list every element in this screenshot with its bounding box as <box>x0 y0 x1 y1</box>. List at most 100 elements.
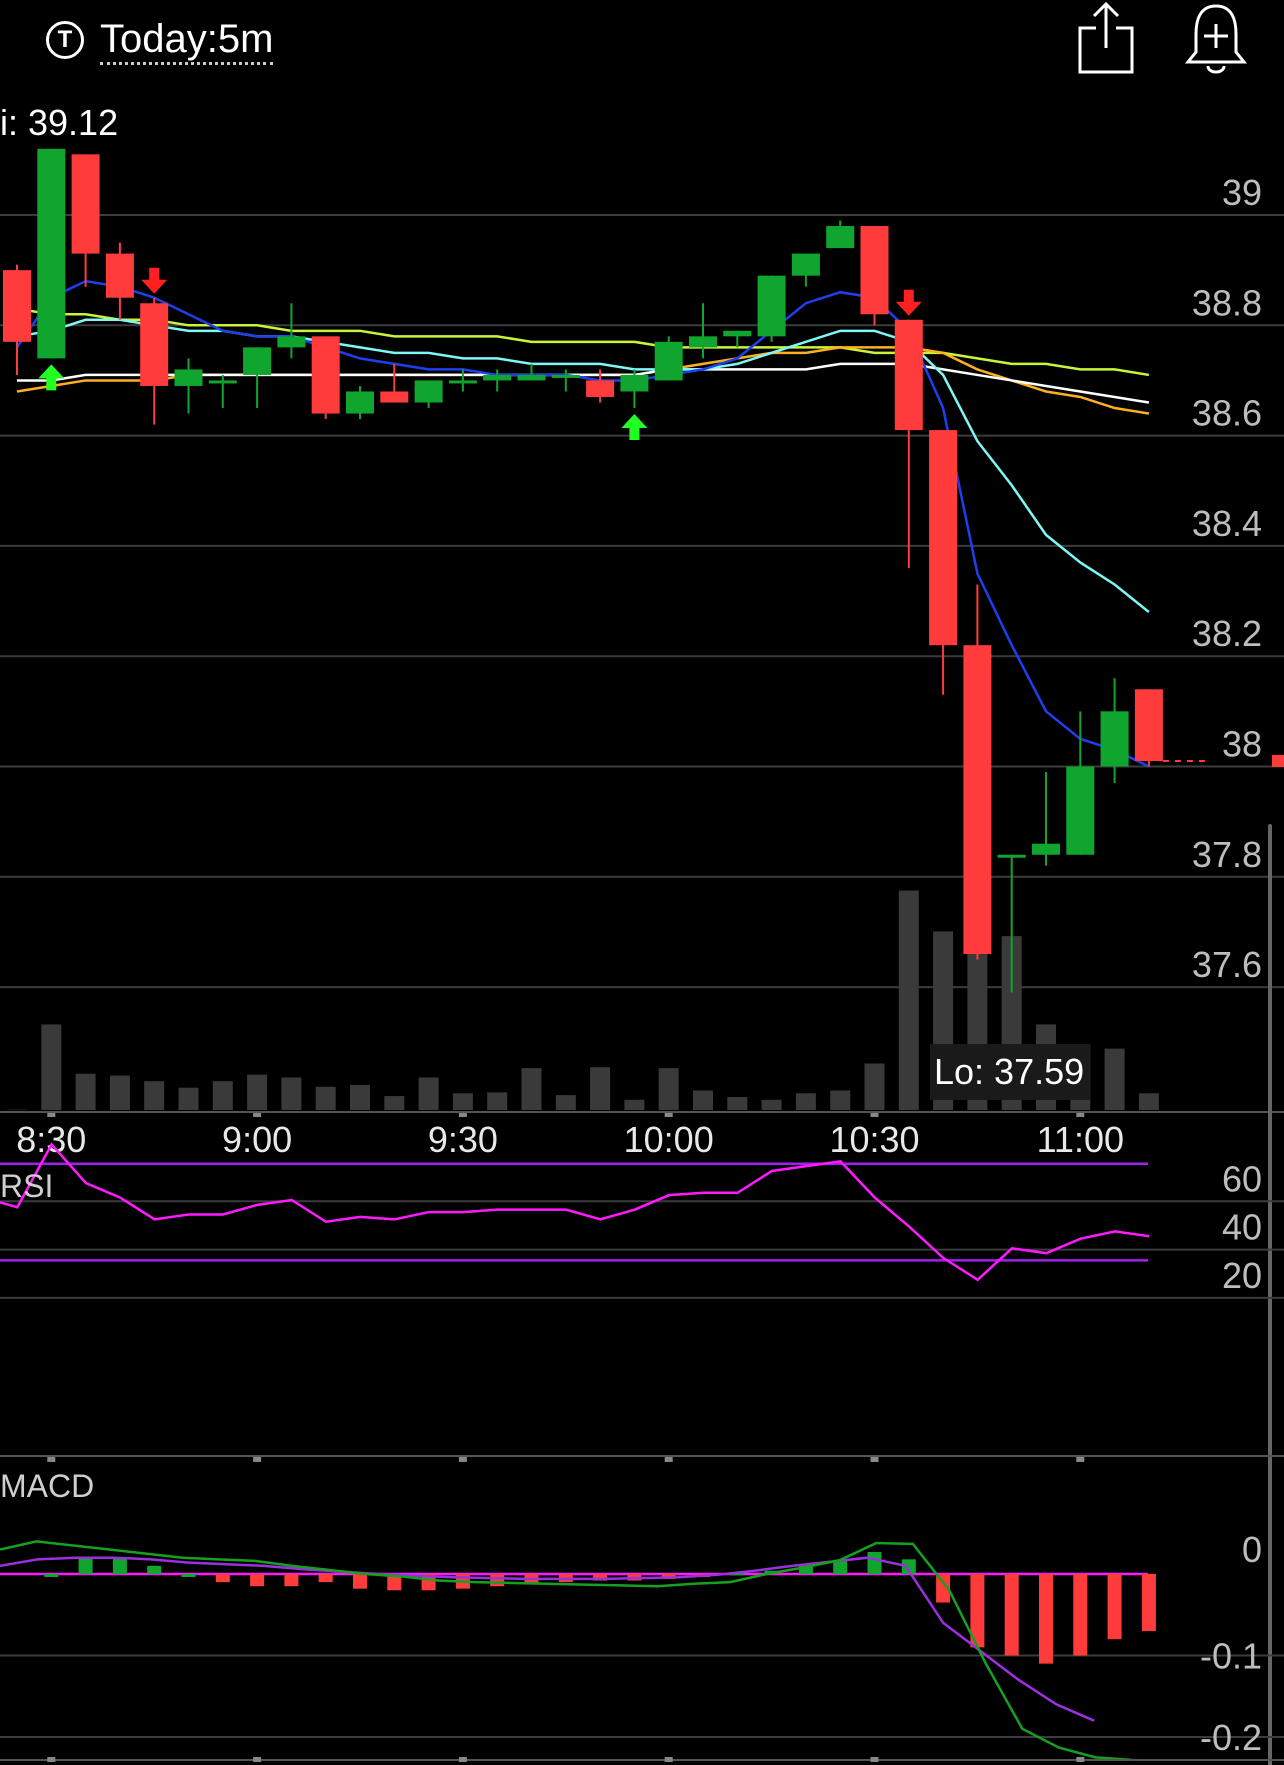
volume-bar <box>624 1099 645 1110</box>
candle-body <box>1066 766 1095 855</box>
macd-histogram-bar <box>593 1574 608 1581</box>
volume-bar <box>693 1090 713 1110</box>
volume-bar <box>281 1077 302 1110</box>
volume-bar <box>144 1081 165 1110</box>
candle-body <box>551 374 580 378</box>
candle-body <box>860 226 889 315</box>
volume-bar <box>109 1075 130 1110</box>
volume-bar <box>41 1024 62 1110</box>
macd-histogram-bar <box>147 1565 162 1574</box>
candle-body <box>71 154 100 254</box>
ma-line-blue <box>15 279 1150 768</box>
volume-bar <box>590 1067 611 1110</box>
macd-tick-label: -0.1 <box>1200 1636 1262 1677</box>
candle-body <box>963 645 992 955</box>
candle-body <box>894 319 923 431</box>
rsi-time-tick <box>47 1457 56 1462</box>
macd-tick-label: -0.2 <box>1200 1717 1262 1758</box>
time-tick-mark <box>47 1113 56 1117</box>
buy-signal-arrow <box>38 364 65 391</box>
candle-body <box>346 391 374 414</box>
volume-bar <box>350 1084 370 1110</box>
rsi-time-tick <box>664 1457 673 1462</box>
volume-bar <box>487 1092 508 1110</box>
candle-body <box>277 336 306 348</box>
time-tick-label: 10:30 <box>829 1119 919 1160</box>
macd-histogram-bar <box>284 1574 299 1587</box>
macd-histogram-bar <box>1141 1574 1156 1632</box>
volume-bar <box>830 1090 851 1110</box>
macd-histogram-bar <box>867 1551 882 1574</box>
macd-histogram-bar <box>387 1574 402 1591</box>
volume-bar <box>727 1096 748 1110</box>
macd-signal-line <box>0 1556 1095 1722</box>
macd-histogram-bar <box>181 1574 196 1577</box>
candle-body <box>1100 711 1129 767</box>
volume-bar <box>555 1095 576 1110</box>
macd-time-tick <box>870 1757 879 1762</box>
time-tick-label: 10:00 <box>624 1119 714 1160</box>
macd-time-tick <box>458 1757 467 1762</box>
candle-body <box>791 253 820 276</box>
timeframe-label[interactable]: Today:5m <box>100 16 274 65</box>
volume-bar <box>247 1074 268 1110</box>
macd-histogram-bar <box>44 1574 59 1577</box>
timeframe-selector[interactable]: T Today:5m <box>46 12 274 68</box>
volume-bar <box>521 1068 542 1110</box>
ma-line-yellowgreen <box>16 307 1150 377</box>
rsi-tick-label: 60 <box>1222 1158 1262 1199</box>
macd-time-tick <box>664 1757 673 1762</box>
add-alert-bell-icon[interactable] <box>1180 0 1252 78</box>
candle-body <box>654 341 683 381</box>
macd-histogram-bar <box>490 1574 505 1587</box>
time-tick-mark <box>458 1113 467 1117</box>
timeframe-t-icon: T <box>46 21 84 59</box>
sell-signal-arrow <box>895 289 922 316</box>
volume-bar <box>1138 1093 1159 1110</box>
share-icon[interactable] <box>1076 0 1136 78</box>
candle-body <box>689 336 717 348</box>
time-tick-mark <box>1076 1113 1085 1117</box>
low-price-label: Lo: 37.59 <box>930 1044 1090 1100</box>
macd-histogram-bar <box>833 1560 848 1574</box>
macd-tick-label: 0 <box>1242 1529 1262 1570</box>
macd-histogram-bar <box>250 1574 265 1587</box>
volume-bar <box>761 1099 782 1110</box>
macd-histogram-bar <box>1004 1574 1019 1656</box>
macd-histogram-bar <box>730 1572 745 1576</box>
macd-histogram-bar <box>318 1574 333 1583</box>
price-tick-label: 37.8 <box>1192 834 1262 875</box>
macd-histogram-bar <box>936 1574 951 1603</box>
rsi-tick-label: 40 <box>1222 1207 1262 1248</box>
candle-body <box>586 380 615 397</box>
time-tick-label: 11:00 <box>1037 1119 1124 1160</box>
macd-label: MACD <box>0 1468 95 1504</box>
candle-body <box>3 270 31 342</box>
candle-body <box>174 369 203 386</box>
rsi-time-tick <box>870 1457 879 1462</box>
volume-bar <box>212 1081 233 1110</box>
time-tick-mark <box>664 1113 673 1117</box>
rsi-tick-label: 20 <box>1222 1255 1262 1296</box>
price-tick-label: 38.4 <box>1192 503 1262 544</box>
macd-histogram-bar <box>798 1565 813 1574</box>
macd-histogram-bar <box>901 1559 916 1574</box>
macd-histogram-bar <box>1107 1574 1122 1640</box>
macd-time-tick <box>253 1757 262 1762</box>
candle-body <box>826 226 855 249</box>
price-tick-label: 38.2 <box>1192 613 1262 654</box>
last-price-marker <box>1272 754 1284 767</box>
macd-line <box>0 1540 1132 1762</box>
macd-histogram-bar <box>1039 1574 1053 1664</box>
time-tick-label: 9:00 <box>222 1119 292 1160</box>
candle-body <box>105 253 134 298</box>
rsi-line <box>0 1142 1150 1282</box>
volume-bar <box>658 1068 679 1110</box>
macd-histogram-bar <box>1073 1574 1088 1656</box>
candle-body <box>1134 689 1163 761</box>
candle-body <box>140 303 169 386</box>
candle-body <box>414 380 443 403</box>
candle-body <box>380 391 409 403</box>
time-tick-label: 9:30 <box>428 1119 498 1160</box>
